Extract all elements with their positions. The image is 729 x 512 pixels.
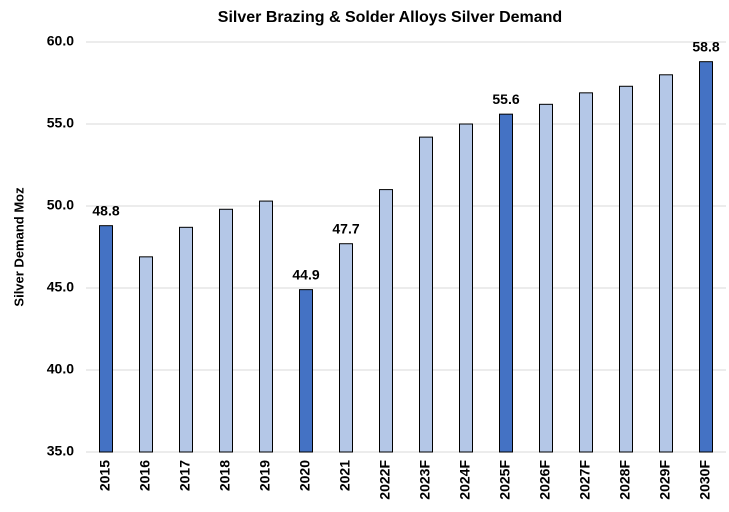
bar <box>419 136 433 453</box>
x-tick-label: 2028F <box>617 460 633 500</box>
bar <box>139 256 153 453</box>
x-tick-label: 2019 <box>257 460 273 491</box>
y-tick-label: 60.0 <box>47 33 74 49</box>
x-tick-label: 2027F <box>577 460 593 500</box>
bar <box>539 103 553 453</box>
x-tick-label: 2020 <box>297 460 313 491</box>
x-tick-label: 2017 <box>177 460 193 491</box>
data-label: 44.9 <box>292 266 319 282</box>
x-tick-label: 2025F <box>497 460 513 500</box>
bar <box>379 189 393 453</box>
y-tick-label: 50.0 <box>47 197 74 213</box>
bar <box>339 243 353 453</box>
bar <box>99 225 113 453</box>
x-tick-label: 2022F <box>377 460 393 500</box>
y-axis-label: Silver Demand Moz <box>11 187 26 307</box>
bar <box>699 61 713 453</box>
bar <box>579 92 593 453</box>
x-tick-label: 2015 <box>97 460 113 491</box>
bar <box>499 113 513 453</box>
bar <box>299 289 313 453</box>
x-tick-label: 2021 <box>337 460 353 491</box>
x-tick-label: 2018 <box>217 460 233 491</box>
x-tick-label: 2024F <box>457 460 473 500</box>
x-tick-label: 2029F <box>657 460 673 500</box>
bar <box>459 123 473 453</box>
data-label: 58.8 <box>692 38 719 54</box>
y-tick-label: 40.0 <box>47 361 74 377</box>
chart-title: Silver Brazing & Solder Alloys Silver De… <box>218 9 562 26</box>
bar <box>219 208 233 453</box>
bar <box>659 74 673 453</box>
data-label: 55.6 <box>492 91 519 107</box>
bar <box>259 200 273 453</box>
y-tick-label: 55.0 <box>47 115 74 131</box>
y-tick-label: 45.0 <box>47 279 74 295</box>
x-tick-label: 2016 <box>137 460 153 491</box>
bar <box>619 85 633 453</box>
y-tick-label: 35.0 <box>47 443 74 459</box>
bar <box>179 226 193 453</box>
x-tick-label: 2023F <box>417 460 433 500</box>
x-tick-label: 2026F <box>537 460 553 500</box>
data-label: 47.7 <box>332 220 359 236</box>
data-label: 48.8 <box>92 202 119 218</box>
x-tick-label: 2030F <box>697 460 713 500</box>
